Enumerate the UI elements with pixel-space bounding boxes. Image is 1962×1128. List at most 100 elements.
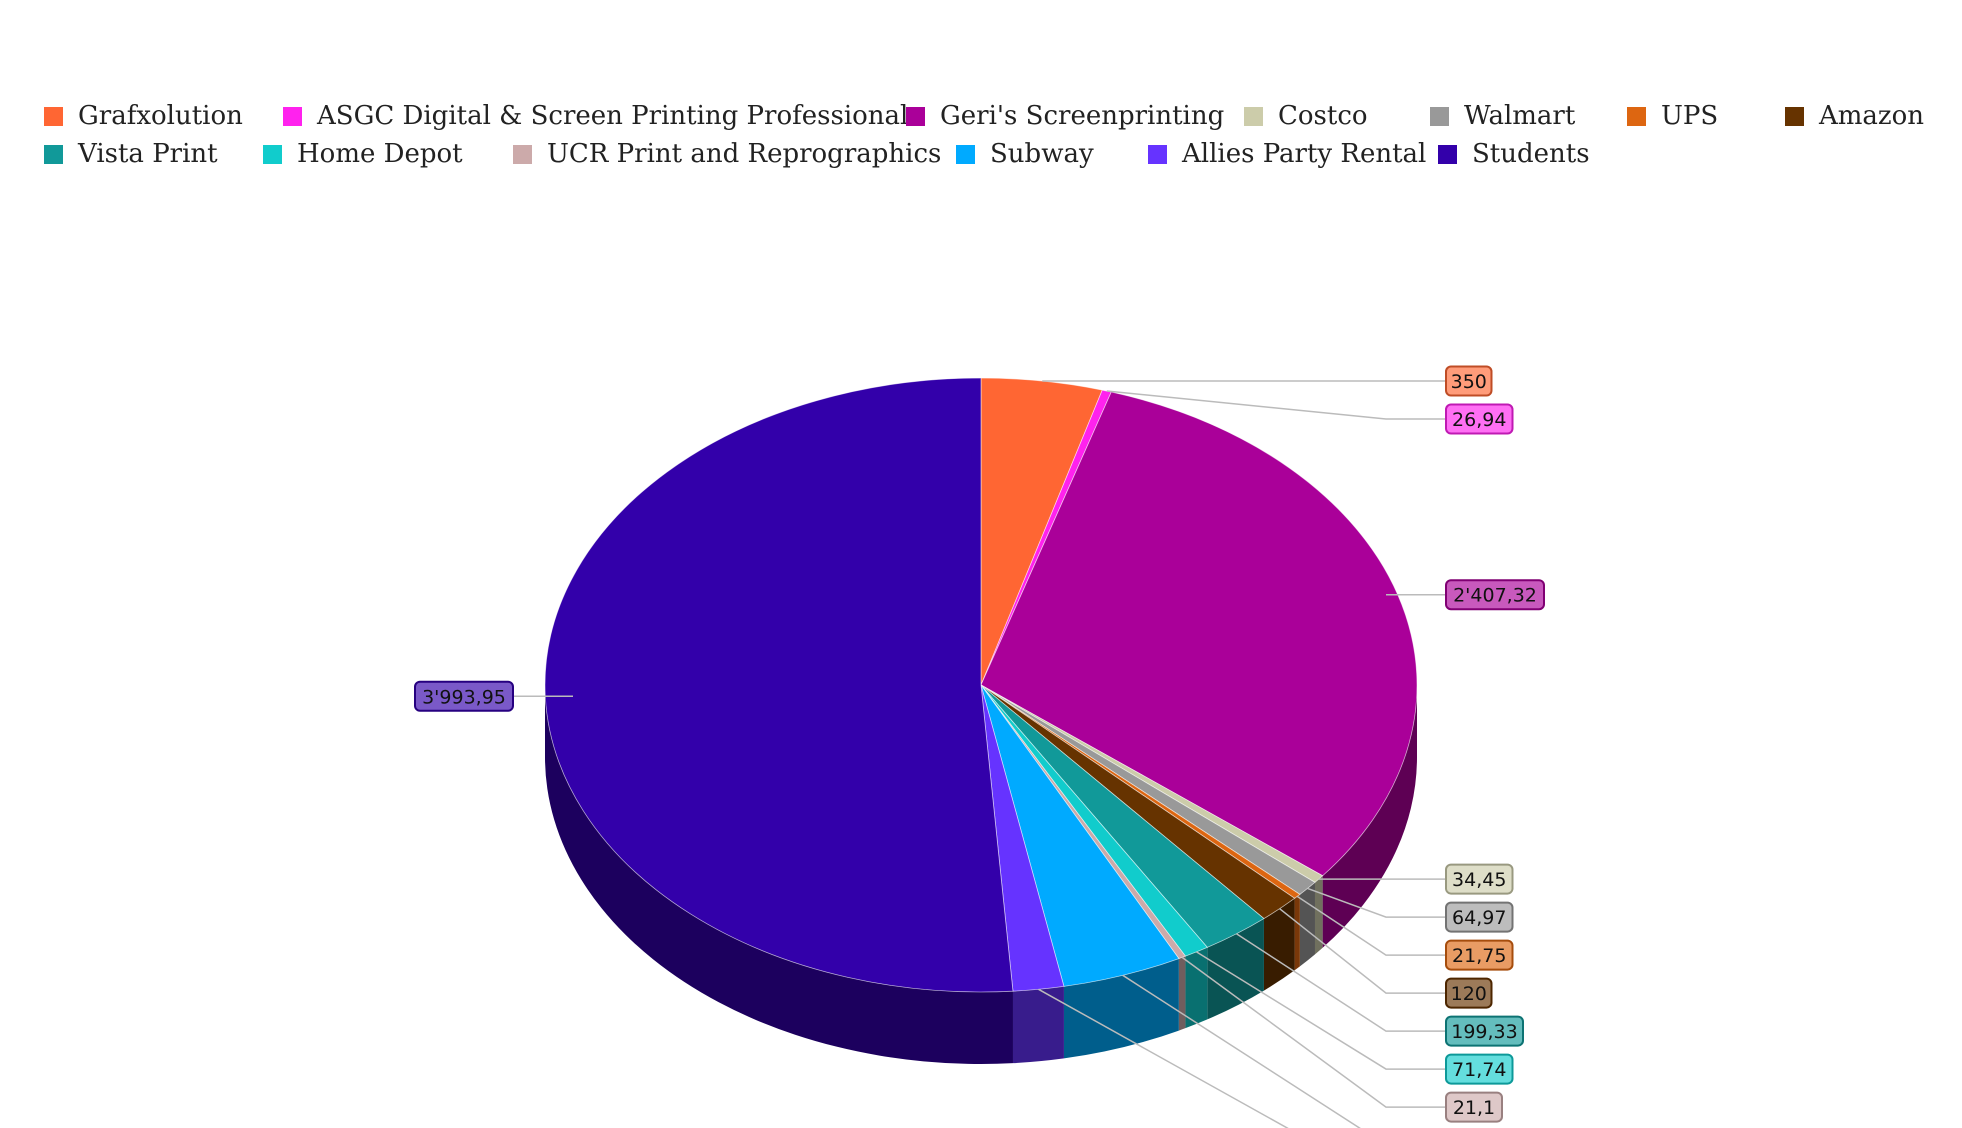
label-connector — [1296, 895, 1446, 956]
legend-item-grafxolution[interactable]: Grafxolution — [44, 100, 243, 132]
pie-side-4 — [1299, 882, 1315, 967]
label-box — [1445, 365, 1493, 397]
data-label-1: 26,94 — [1106, 390, 1514, 435]
legend-swatch — [44, 106, 63, 126]
label-text: 71,74 — [1452, 1059, 1506, 1081]
legend-item-geris[interactable]: Geri's Screenprinting — [906, 100, 1224, 132]
legend-item-ucr-print[interactable]: UCR Print and Reprographics — [513, 138, 941, 170]
label-box — [1445, 1015, 1524, 1047]
data-label-10: 347,36 — [1122, 974, 1361, 1128]
pie-side-7 — [1207, 918, 1264, 1020]
label-text: 350 — [1451, 371, 1487, 393]
legend-swatch — [1430, 106, 1449, 126]
label-connector — [1038, 988, 1289, 1128]
data-label-5: 21,75 — [1296, 895, 1514, 971]
pie-side-3 — [1314, 875, 1323, 955]
pie-side-2 — [1322, 685, 1417, 948]
label-text: 3'993,95 — [422, 686, 506, 708]
legend-swatch — [283, 106, 302, 126]
legend-label: Walmart — [1464, 101, 1576, 131]
legend-item-costco[interactable]: Costco — [1244, 100, 1368, 132]
label-box — [1445, 939, 1514, 971]
legend-label: Vista Print — [78, 139, 218, 169]
legend-item-subway[interactable]: Subway — [956, 138, 1094, 170]
legend-label: Costco — [1278, 101, 1368, 131]
label-text: 21,1 — [1453, 1097, 1495, 1119]
pie-slices — [544, 377, 1418, 993]
legend-label: Students — [1472, 139, 1590, 169]
legend-label: ASGC Digital & Screen Printing Professio… — [317, 101, 922, 131]
legend-item-home-depot[interactable]: Home Depot — [263, 138, 463, 170]
label-connector — [1279, 908, 1446, 994]
chart-legend: Grafxolution ASGC Digital & Screen Print… — [38, 100, 1938, 176]
pie-side-8 — [1185, 947, 1208, 1029]
label-text: 21,75 — [1452, 945, 1506, 967]
data-label-8: 71,74 — [1196, 951, 1514, 1085]
pie-side-10 — [1063, 958, 1179, 1059]
label-text: 26,94 — [1452, 409, 1506, 431]
legend-swatch — [1627, 106, 1646, 126]
legend-item-students[interactable]: Students — [1438, 138, 1590, 170]
label-box — [1445, 403, 1514, 435]
legend-swatch — [263, 144, 282, 164]
label-connector — [1122, 974, 1361, 1128]
label-connector — [1106, 390, 1446, 420]
legend-label: Geri's Screenprinting — [940, 101, 1225, 131]
legend-item-walmart[interactable]: Walmart — [1430, 100, 1575, 132]
label-text: 64,97 — [1452, 907, 1506, 929]
data-label-6: 120 — [1279, 908, 1493, 1009]
data-label-7: 199,33 — [1236, 933, 1524, 1047]
legend-label: UPS — [1661, 101, 1719, 131]
legend-swatch — [513, 144, 532, 164]
label-box — [1445, 1053, 1514, 1085]
legend-item-amazon[interactable]: Amazon — [1785, 100, 1924, 132]
legend-label: Home Depot — [297, 139, 463, 169]
data-label-9: 21,1 — [1181, 956, 1503, 1123]
legend-label: UCR Print and Reprographics — [547, 139, 942, 169]
legend-label: Allies Party Rental — [1182, 139, 1427, 169]
legend-swatch — [1244, 106, 1263, 126]
label-box — [1445, 579, 1545, 611]
legend-swatch — [956, 144, 975, 164]
legend-label: Subway — [990, 139, 1094, 169]
label-connector — [1307, 887, 1446, 918]
legend-item-asgc[interactable]: ASGC Digital & Screen Printing Professio… — [283, 100, 922, 132]
pie-side-12 — [545, 685, 1013, 1064]
data-label-4: 64,97 — [1307, 887, 1514, 933]
legend-item-allies-party-rental[interactable]: Allies Party Rental — [1148, 138, 1426, 170]
label-box — [1445, 863, 1514, 895]
data-label-0: 350 — [1042, 365, 1493, 397]
legend-row-1: Grafxolution ASGC Digital & Screen Print… — [38, 100, 1938, 138]
legend-item-vista-print[interactable]: Vista Print — [44, 138, 218, 170]
label-text: 2'407,32 — [1453, 585, 1537, 607]
legend-swatch — [1438, 144, 1457, 164]
pie-data-labels: 3'993,95 350 26,94 2'407,32 34,45 64,97 21,75 1… — [414, 365, 1545, 1128]
legend-swatch — [1785, 106, 1804, 126]
pie-side-5 — [1294, 894, 1300, 971]
data-label-11: 146,6 — [1038, 988, 1289, 1128]
label-connector — [1236, 933, 1446, 1032]
legend-item-ups[interactable]: UPS — [1627, 100, 1718, 132]
legend-swatch — [1148, 144, 1167, 164]
legend-swatch — [44, 144, 63, 164]
label-box — [1445, 1091, 1503, 1123]
pie-side-9 — [1178, 956, 1186, 1031]
data-label-3: 34,45 — [1318, 863, 1514, 895]
legend-swatch — [906, 106, 925, 126]
legend-label: Grafxolution — [78, 101, 243, 131]
label-text: 199,33 — [1451, 1021, 1517, 1043]
legend-label: Amazon — [1819, 101, 1925, 131]
label-text: 34,45 — [1452, 869, 1506, 891]
pie-side-walls — [545, 685, 1417, 1064]
label-connector — [1196, 951, 1446, 1070]
pie-side-11 — [1012, 986, 1064, 1064]
label-text: 120 — [1451, 983, 1487, 1005]
data-label-12: 3'993,95 — [414, 680, 573, 712]
label-box — [414, 680, 514, 712]
data-label-2: 2'407,32 — [1386, 579, 1545, 611]
legend-row-2: Vista Print Home Depot UCR Print and Rep… — [38, 138, 1938, 176]
label-connector — [1181, 956, 1446, 1108]
label-box — [1445, 977, 1493, 1009]
label-box — [1445, 901, 1514, 933]
